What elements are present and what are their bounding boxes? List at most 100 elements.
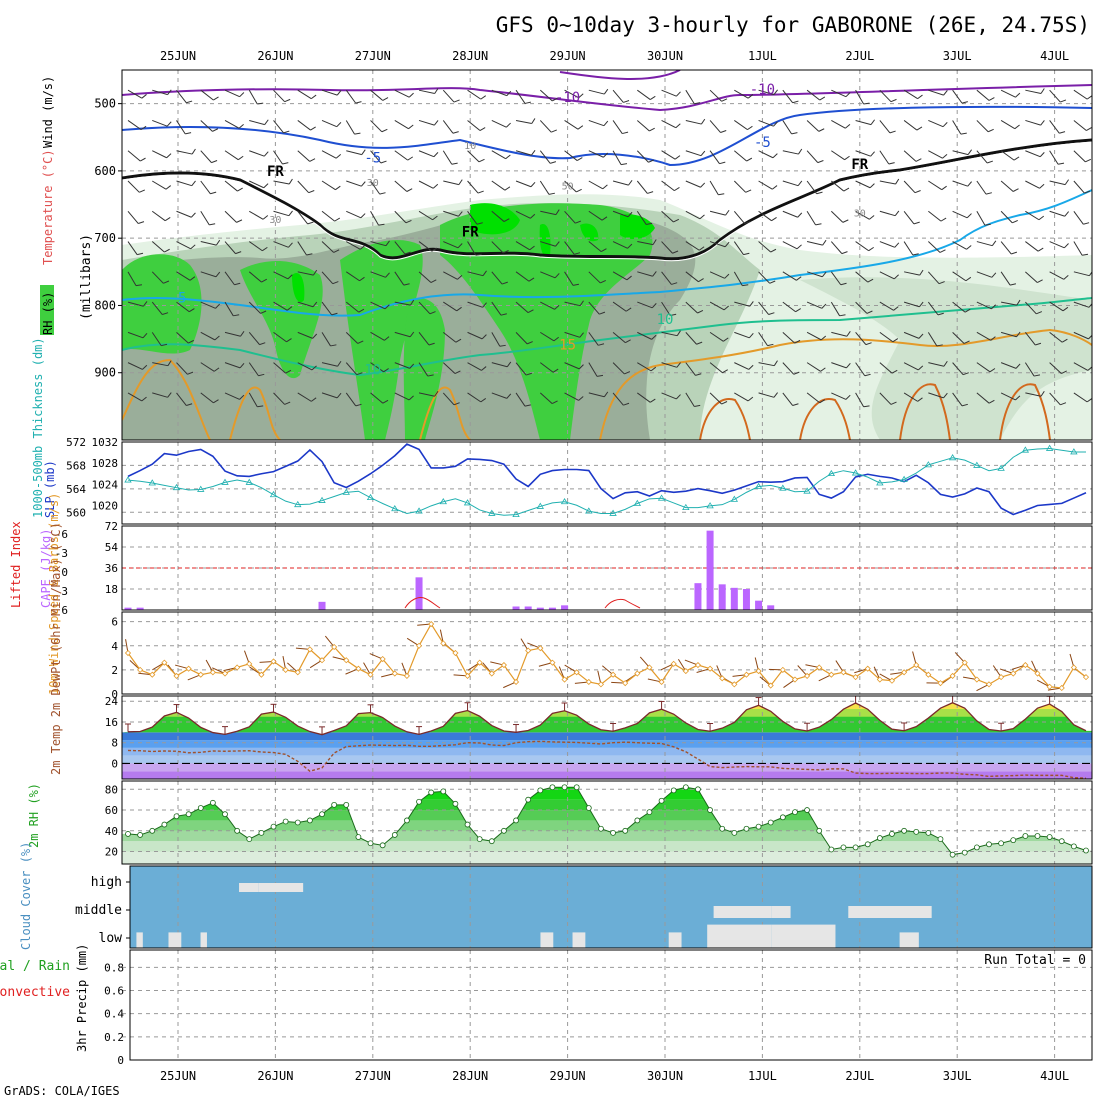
thickness-marker (148, 479, 156, 486)
wind-barb-10m (639, 656, 650, 668)
wind-barb-flag (141, 94, 147, 99)
wind-barb-flag (724, 273, 730, 279)
wind-barb-flag (697, 309, 704, 314)
wind-speed-marker (1082, 674, 1090, 681)
wind-barb-flag (501, 281, 508, 285)
wind-barb-flag (1060, 402, 1067, 406)
cape-bar (755, 600, 763, 610)
wind-barb-10m (564, 664, 577, 673)
wind-barb-flag (891, 369, 898, 374)
wind-barb-flag (1037, 279, 1043, 283)
wind-barb (709, 331, 724, 342)
wind-barb (539, 89, 553, 102)
wind-barb-flag (239, 362, 245, 369)
wind-barb-flag (694, 102, 701, 105)
wind-barb (321, 89, 338, 96)
wind-barb-flag (555, 241, 560, 247)
wind-barb (612, 271, 628, 281)
wind-barb (127, 362, 143, 370)
wind-barb (1073, 120, 1087, 131)
wind-barb (321, 180, 336, 191)
wind-speed-marker (694, 661, 702, 669)
cloud-block-low (136, 932, 143, 948)
thickness-marker (366, 493, 375, 501)
wind-barb (249, 119, 265, 126)
series-slp (127, 443, 1087, 516)
wind-barb (564, 392, 579, 401)
wind-barb (321, 150, 337, 159)
wind-barb-flag (917, 94, 923, 100)
wind-barb-10m (363, 662, 371, 675)
cape-bar (536, 607, 544, 610)
cloud-blocks (136, 883, 932, 948)
wind-barb (564, 331, 580, 338)
wind-barb (1025, 301, 1037, 315)
thickness-marker (803, 487, 811, 494)
wind-barb-flag (336, 392, 342, 399)
wind-barb (1025, 180, 1040, 189)
wind-barb-flag (843, 187, 850, 192)
wind-barb (224, 362, 241, 369)
wind-speed-marker (476, 659, 483, 666)
wind-barb (297, 392, 312, 402)
rh-ticks: 80 60 40 20 (105, 783, 118, 858)
thickness-tick: 568 (66, 459, 86, 472)
thickness-tick: 560 (66, 506, 86, 519)
wind-barb (709, 150, 720, 164)
wind-barb (709, 210, 726, 216)
wind-barb (588, 241, 602, 253)
wind-speed-marker (440, 640, 447, 647)
wind-barb-flag (742, 284, 749, 287)
wind-barb (418, 210, 433, 221)
wind-barb (1049, 331, 1063, 343)
wind-barb-flag (524, 101, 531, 104)
wind-barb (806, 89, 821, 101)
wind-barb-flag (723, 337, 729, 342)
thickness-marker (512, 510, 520, 518)
temp-tick: 8 (111, 737, 118, 750)
wind-speed-marker (258, 671, 265, 678)
wind-barb-flag (233, 314, 240, 317)
wind-barb (612, 210, 629, 218)
top-date-label: 27JUN (355, 49, 391, 63)
wind-barb-flag (721, 401, 728, 405)
wind-barb (273, 392, 285, 405)
wind-barb (952, 392, 963, 407)
thickness-marker (609, 509, 617, 516)
wind-barb-flag (673, 218, 680, 223)
wind-barb (370, 89, 384, 101)
wind-barb (1000, 120, 1016, 130)
wind-barb (879, 301, 894, 311)
rh-marker (525, 796, 532, 803)
li-tick: -3 (55, 547, 68, 560)
wind-barb (1025, 119, 1041, 126)
wind-barb-flag (409, 331, 415, 338)
thickness-slp-series (124, 443, 1087, 518)
wind-barb (588, 150, 604, 158)
wind-barb-10m (835, 660, 844, 673)
wind-barb-flag (676, 394, 681, 400)
top-date-label: 1JUL (748, 49, 777, 63)
wind-barb-flag (822, 239, 827, 246)
wind-barb (637, 271, 653, 277)
wind-barb-flag (1088, 334, 1092, 340)
wind-barb-flag (282, 162, 289, 165)
rh-marker (986, 841, 992, 848)
slp-tick: 1020 (92, 499, 119, 512)
wind-speed-marker (658, 678, 665, 686)
wind-barb (612, 120, 623, 134)
wind-barb-flag (937, 312, 944, 316)
wind-barb (637, 331, 652, 340)
cape-bar (742, 589, 750, 610)
pressure-tick: 600 (94, 164, 116, 178)
rh-tick: 60 (105, 804, 118, 817)
wind-barb (734, 89, 749, 99)
wind-barb (200, 89, 214, 101)
wind-barb-flag (889, 130, 896, 134)
wind-barb-flag (967, 181, 972, 187)
wind-barb (806, 301, 823, 309)
rh-marker (197, 805, 204, 811)
wind-barb (273, 120, 284, 134)
precip-panel: 0.8 0.6 0.4 0.2 0 Run Total = 0 Total / Rain… (0, 944, 1093, 1067)
